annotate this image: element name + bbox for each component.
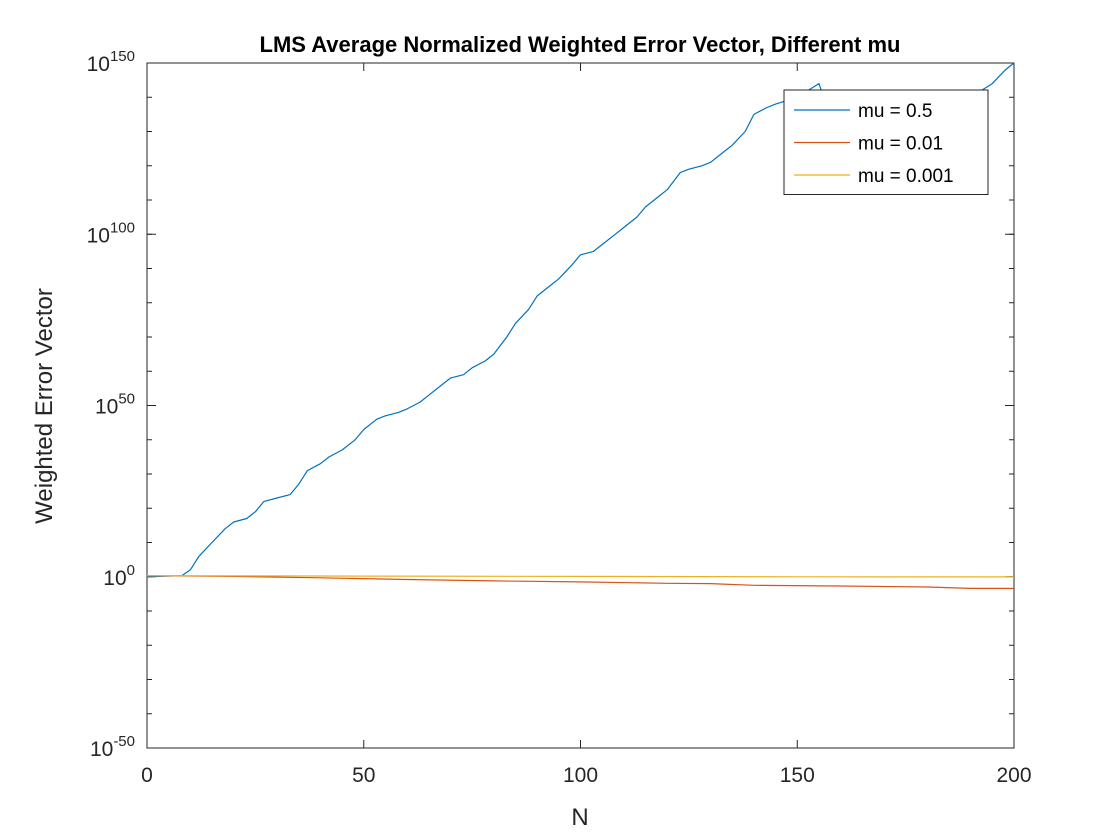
y-tick-label: 10-50	[90, 733, 135, 761]
chart-title: LMS Average Normalized Weighted Error Ve…	[260, 32, 901, 57]
series-line-3	[146, 575, 1015, 578]
legend-entry: mu = 0.5	[858, 101, 932, 122]
y-tick-label: 100	[103, 562, 135, 590]
y-tick-label: 10100	[87, 219, 135, 247]
x-tick-label: 200	[996, 764, 1031, 787]
y-axis-label: Weighted Error Vector	[31, 288, 58, 524]
x-axis-label: N	[571, 804, 588, 831]
legend-entry: mu = 0.001	[858, 166, 954, 187]
legend: mu = 0.5 mu = 0.01 mu = 0.001	[783, 89, 989, 195]
y-tick-label: 10150	[87, 48, 135, 76]
x-tick-label: 100	[563, 764, 598, 787]
x-tick-label: 150	[780, 764, 815, 787]
legend-entry: mu = 0.01	[858, 134, 943, 155]
axis-ticks: 0 50 100 150 200 10-50 100 1050 10100 10150	[87, 48, 1032, 787]
series-line-2	[146, 575, 1014, 590]
y-tick-label: 1050	[95, 391, 135, 419]
x-tick-label: 0	[141, 764, 153, 787]
x-tick-label: 50	[352, 764, 375, 787]
